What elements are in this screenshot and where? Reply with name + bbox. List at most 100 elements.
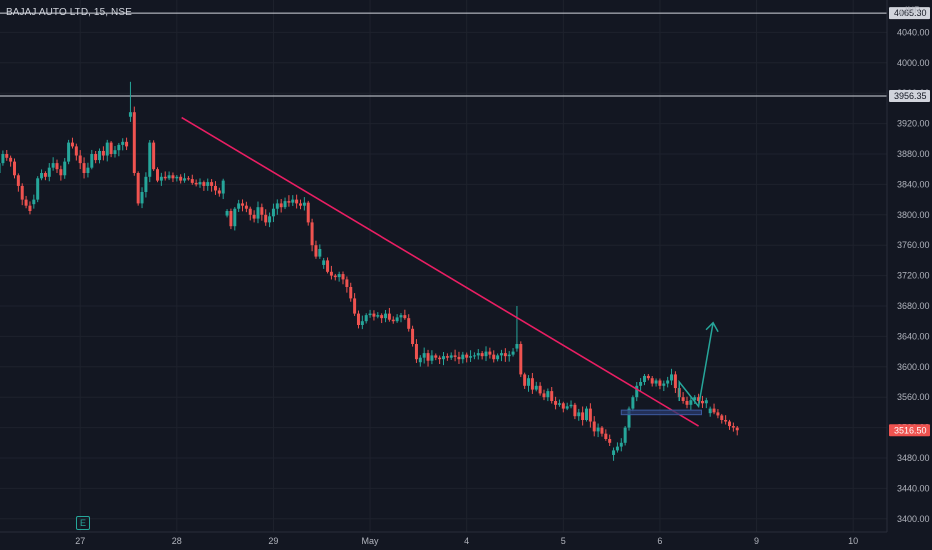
candle-body: [152, 142, 156, 170]
candle-body: [399, 315, 403, 318]
grid-layer: [0, 0, 887, 532]
candle-body: [465, 354, 469, 358]
price-tick-top-partial: 40: [898, 8, 908, 18]
price-tick-label: 3640.00: [897, 331, 930, 341]
projection-arrow: [678, 322, 714, 409]
candle-body: [171, 175, 175, 179]
candle-body: [86, 167, 90, 173]
candle-body: [585, 408, 589, 420]
candle-body: [511, 351, 515, 355]
candle-body: [658, 380, 662, 386]
projection-arrowhead: [705, 321, 719, 333]
candle-body: [642, 375, 646, 382]
candle-body: [109, 142, 113, 154]
candle-body: [380, 315, 384, 319]
candle-body: [256, 207, 260, 219]
price-tick-label: 4040.00: [897, 27, 930, 37]
candle-body: [198, 182, 202, 185]
candle-body: [480, 353, 484, 357]
candle-body: [411, 328, 415, 344]
candle-body: [51, 163, 55, 168]
price-tick-label: 3560.00: [897, 392, 930, 402]
candle-body: [635, 385, 639, 398]
candle-body: [681, 397, 685, 401]
candle-body: [140, 192, 144, 204]
candle-body: [101, 150, 105, 156]
candle-body: [515, 344, 519, 349]
symbol-title: BAJAJ AUTO LTD, 15, NSE: [6, 7, 132, 18]
candle-body: [426, 353, 430, 361]
candle-body: [534, 385, 538, 390]
candle-body: [623, 427, 627, 443]
candle-body: [24, 199, 28, 206]
candle-body: [90, 154, 94, 168]
candle-body: [689, 400, 693, 405]
price-tick-label: 3840.00: [897, 179, 930, 189]
candle-body: [287, 201, 291, 203]
candle-body: [74, 146, 78, 156]
candle-body: [546, 391, 550, 398]
price-tick-label: 3600.00: [897, 362, 930, 372]
candle-body: [183, 178, 187, 181]
candle-body: [341, 274, 345, 280]
candle-body: [12, 161, 16, 176]
candle-body: [569, 404, 573, 407]
candle-body: [499, 353, 503, 356]
horizontal-lines[interactable]: [0, 12, 887, 97]
candle-body: [295, 199, 299, 204]
price-tick-label: 3400.00: [897, 514, 930, 524]
candle-body: [271, 208, 275, 217]
time-tick-label: 9: [754, 536, 759, 546]
candle-body: [78, 155, 82, 164]
candle-body: [453, 355, 457, 357]
candle-body: [237, 203, 241, 209]
price-axis[interactable]: 3400.003440.003480.003520.003560.003600.…: [886, 0, 932, 550]
candle-body: [472, 355, 476, 357]
candle-body: [600, 427, 604, 434]
price-tick-label: 3760.00: [897, 240, 930, 250]
candle-body: [16, 175, 20, 186]
currency-label: INR: [905, 5, 921, 15]
candle-body: [63, 161, 67, 176]
candle-body: [573, 404, 577, 417]
candle-body: [283, 201, 287, 208]
candle-body: [646, 375, 650, 379]
candle-body: [298, 203, 302, 206]
candle-body: [279, 203, 283, 208]
candle-body: [210, 182, 214, 186]
candle-body: [36, 178, 40, 200]
drawings[interactable]: [181, 116, 719, 427]
candle-body: [252, 214, 256, 219]
candle-body: [128, 112, 132, 117]
candle-body: [469, 356, 473, 358]
candle-body: [356, 313, 360, 325]
candle-body: [163, 176, 167, 179]
candle-body: [565, 406, 569, 409]
time-tick-label: 28: [172, 536, 182, 546]
candle-body: [368, 313, 372, 316]
price-tick-label: 3880.00: [897, 149, 930, 159]
price-tick-label: 3720.00: [897, 271, 930, 281]
candle-body: [720, 415, 724, 420]
candle-body: [476, 353, 480, 356]
time-axis[interactable]: 27 28 29 May 4 5 6 9 10: [0, 531, 932, 550]
candle-body: [306, 202, 310, 223]
candle-body: [442, 356, 445, 360]
candle-body: [248, 208, 252, 215]
candle-body: [213, 185, 217, 191]
candles[interactable]: [0, 81, 739, 461]
candle-body: [70, 142, 74, 147]
candle-body: [206, 182, 210, 186]
candle-body: [697, 397, 701, 401]
time-tick-label: 5: [561, 536, 566, 546]
candle-body: [735, 427, 739, 431]
candle-body: [229, 211, 233, 227]
candle-body: [310, 222, 314, 246]
events-marker[interactable]: E: [76, 516, 90, 530]
support-zone: [620, 409, 702, 416]
candle-body: [326, 260, 330, 272]
candle-body: [639, 382, 643, 386]
candle-body: [561, 403, 565, 409]
candle-body: [40, 173, 44, 179]
